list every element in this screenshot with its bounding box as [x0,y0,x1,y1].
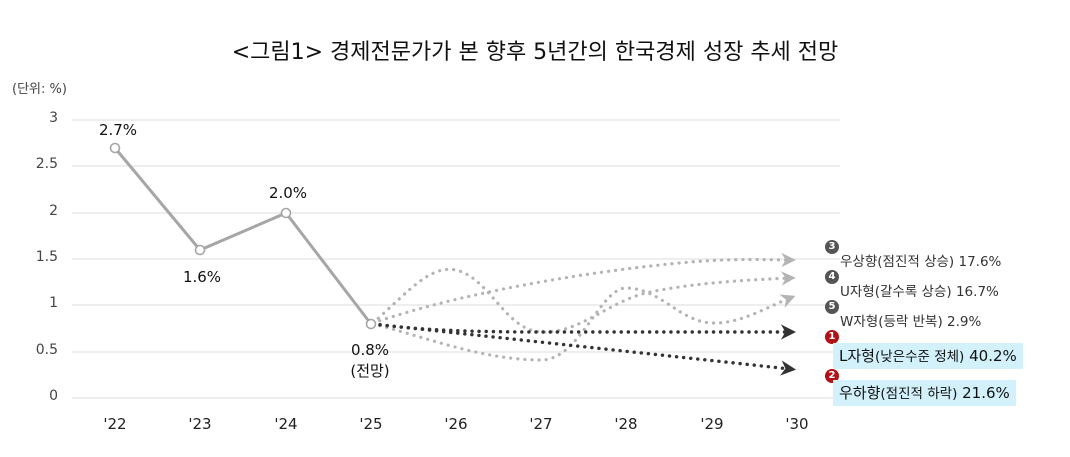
x-tick-22: '22 [103,415,127,433]
x-tick-28: '28 [614,415,638,433]
point-2025 [365,318,377,330]
unit-label: (단위: %) [12,82,67,97]
actual-line [113,147,373,325]
legend-name: 우상향 [840,254,878,270]
legend-item-upward: 우상향(점진적 상승) 17.6% [840,250,1001,270]
legend-name: W자형 [840,314,879,330]
y-tick-0: 0 [49,388,58,404]
scenario-light-lines [371,252,796,362]
label-2025-note: (전망) [350,362,390,380]
badge-2-icon: 2 [825,369,839,383]
line-w-shape [371,286,796,362]
y-tick-1: 1 [49,295,58,311]
legend-name: L자형 [839,347,875,365]
x-tick-25: '25 [359,415,383,433]
point-2022 [109,142,121,154]
point-2024 [280,207,292,219]
actual-markers [109,142,377,330]
legend-pct: 21.6% [962,384,1010,402]
legend-name: 우하향 [839,384,881,402]
legend-pct: 40.2% [969,347,1017,365]
y-tick-3: 3 [49,110,58,126]
legend-desc: (갈수록 상승) [874,284,952,300]
line-upward [371,252,796,325]
legend-item-downward: 우하향(점진적 하락) 21.6% [833,380,1016,406]
legend-pct: 2.9% [947,314,982,330]
legend-item-u-shape: U자형(갈수록 상승) 16.7% [840,280,999,300]
y-tick-2.5: 2.5 [35,156,58,172]
legend-name: U자형 [840,284,875,300]
gridlines [72,119,840,399]
legend-pct: 17.6% [958,254,1002,270]
scenario-dark-lines [371,322,797,376]
legend-desc: (등락 반복) [878,314,943,330]
badge-1-icon: 1 [825,330,839,344]
x-tick-24: '24 [274,415,298,433]
label-2024: 2.0% [268,184,308,202]
y-tick-0.5: 0.5 [35,342,58,358]
legend-desc: (점진적 하락) [880,386,958,402]
legend-pct: 16.7% [955,284,999,300]
x-tick-26: '26 [444,415,468,433]
x-tick-30: '30 [785,415,809,433]
y-tick-2: 2 [49,203,58,219]
legend-desc: (낮은수준 정체) [874,349,965,365]
label-2025: 0.8% [350,341,390,359]
line-l-shape [371,322,797,340]
point-2023 [194,244,206,256]
x-tick-29: '29 [700,415,724,433]
legend-desc: (점진적 상승) [877,254,955,270]
line-downward [371,322,797,376]
x-tick-23: '23 [188,415,212,433]
badge-4-icon: 4 [825,270,839,284]
chart-title: <그림1> 경제전문가가 본 향후 5년간의 한국경제 성장 추세 전망 [231,40,839,65]
x-tick-27: '27 [529,415,553,433]
badge-5-icon: 5 [825,300,839,314]
badge-3-icon: 3 [825,240,839,254]
legend-item-w-shape: W자형(등락 반복) 2.9% [840,310,981,330]
y-tick-1.5: 1.5 [35,249,58,265]
label-2022: 2.7% [98,121,138,139]
legend-item-l-shape: L자형(낮은수준 정체) 40.2% [833,343,1023,369]
label-2023: 1.6% [182,268,222,286]
